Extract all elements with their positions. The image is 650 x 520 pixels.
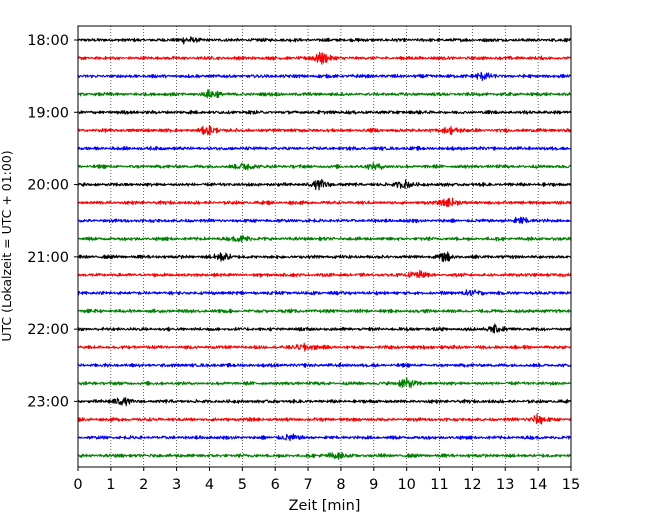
y-tick-label: 21:00 <box>27 250 69 266</box>
y-tick-label: 18:00 <box>27 33 69 49</box>
trace-13 <box>77 269 572 279</box>
trace-6 <box>77 145 572 152</box>
y-tick-label: 22:00 <box>27 322 69 338</box>
trace-3 <box>77 89 572 99</box>
trace-8 <box>77 178 572 191</box>
x-tick-label: 0 <box>73 477 82 493</box>
trace-11 <box>77 235 572 243</box>
trace-0 <box>77 36 572 45</box>
trace-7 <box>77 162 572 171</box>
x-tick-label: 5 <box>238 477 247 493</box>
x-tick-label: 7 <box>303 477 312 493</box>
y-axis-label: UTC (Lokalzeit = UTC + 01:00) <box>0 150 14 341</box>
trace-19 <box>77 376 572 389</box>
x-tick-label: 12 <box>463 477 481 493</box>
x-tick-label: 11 <box>430 477 448 493</box>
x-tick-label: 8 <box>336 477 345 493</box>
x-tick-label: 15 <box>562 477 580 493</box>
trace-23 <box>77 452 572 461</box>
x-tick-label: 9 <box>369 477 378 493</box>
trace-9 <box>77 197 572 207</box>
y-tick-label: 19:00 <box>27 105 69 121</box>
x-tick-label: 14 <box>529 477 547 493</box>
x-tick-label: 3 <box>172 477 181 493</box>
y-tick-label: 20:00 <box>27 178 69 194</box>
trace-15 <box>77 308 572 314</box>
trace-10 <box>77 216 572 225</box>
trace-17 <box>77 342 572 352</box>
x-axis-label: Zeit [min] <box>289 498 361 514</box>
x-tick-label: 4 <box>205 477 214 493</box>
trace-16 <box>77 323 572 334</box>
x-tick-label: 10 <box>397 477 415 493</box>
trace-12 <box>77 251 572 263</box>
plot-frame <box>77 25 572 468</box>
trace-14 <box>77 289 572 297</box>
x-tick-label: 1 <box>106 477 115 493</box>
trace-20 <box>77 397 572 407</box>
y-axis-ticks: 18:00 19:00 20:00 21:00 22:00 23:00 <box>27 33 78 410</box>
y-tick-label: 23:00 <box>27 394 69 410</box>
trace-22 <box>77 433 572 442</box>
x-tick-label: 2 <box>139 477 148 493</box>
trace-1 <box>77 51 572 65</box>
x-tick-label: 13 <box>496 477 514 493</box>
seismogram-traces <box>77 36 572 461</box>
trace-5 <box>77 124 572 136</box>
trace-18 <box>77 362 572 368</box>
x-tick-label: 6 <box>271 477 280 493</box>
x-axis-ticks: 0 1 2 3 4 5 6 7 8 9 10 11 12 13 14 15 <box>73 467 580 493</box>
trace-2 <box>77 71 572 82</box>
trace-21 <box>77 413 572 425</box>
trace-4 <box>77 109 572 115</box>
